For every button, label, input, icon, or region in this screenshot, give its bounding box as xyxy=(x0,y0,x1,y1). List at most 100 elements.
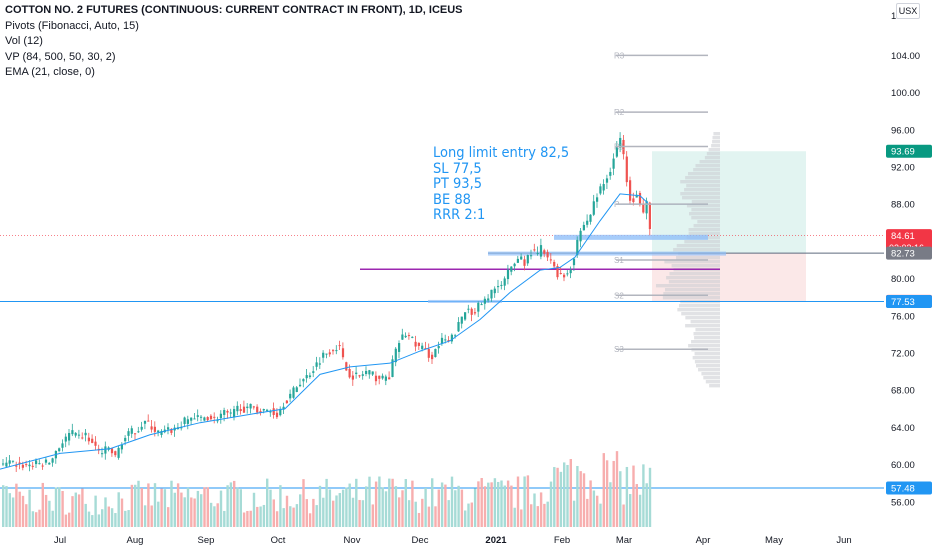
volume-bar xyxy=(384,491,388,527)
volume-bar xyxy=(242,512,246,527)
price-candle xyxy=(292,387,295,398)
price-candle xyxy=(266,409,269,411)
volume-bar xyxy=(87,511,91,527)
trade-annotation[interactable]: Long limit entry 82,5 SL 77,5 PT 93,5 BE… xyxy=(433,145,569,224)
price-candle xyxy=(193,418,196,420)
y-tick-label: 96.00 xyxy=(891,125,915,136)
volume-bar xyxy=(374,481,378,527)
price-candle xyxy=(338,345,341,347)
volume-profile-bar xyxy=(682,196,720,200)
volume-bar xyxy=(414,501,417,527)
price-candle xyxy=(44,459,48,463)
volume-profile-bar xyxy=(676,244,720,248)
volume-bar xyxy=(371,504,374,527)
volume-bar xyxy=(444,484,447,527)
volume-bar xyxy=(407,500,411,527)
price-candle xyxy=(239,409,242,412)
volume-profile-bar xyxy=(695,164,720,168)
price-candle xyxy=(256,406,259,413)
volume-bar xyxy=(120,498,124,527)
currency-unit-button[interactable]: USX xyxy=(896,3,920,19)
price-candle xyxy=(520,256,523,260)
volume-bar xyxy=(64,514,68,527)
price-candle xyxy=(31,465,34,467)
volume-bar xyxy=(539,492,543,527)
pivot-label-s3: S3 xyxy=(614,345,624,354)
volume-bar xyxy=(163,489,167,527)
volume-bar xyxy=(295,504,299,527)
price-candle xyxy=(104,446,107,454)
range-highlight xyxy=(554,234,708,240)
volume-bar xyxy=(325,478,328,527)
price-candle xyxy=(368,370,371,375)
volume-profile-bar xyxy=(695,364,720,368)
volume-bar xyxy=(473,488,477,527)
range-highlight xyxy=(428,299,502,303)
price-candle xyxy=(186,419,189,424)
price-candle xyxy=(335,350,338,352)
volume-bar xyxy=(625,466,629,527)
price-candle xyxy=(381,375,384,379)
price-candle xyxy=(619,137,622,148)
price-candle xyxy=(576,239,579,255)
indicator-volume[interactable]: Vol (12) xyxy=(5,35,43,47)
volume-bar xyxy=(582,473,586,527)
price-candle xyxy=(216,420,219,422)
price-candle xyxy=(530,255,533,257)
price-candle xyxy=(282,406,285,410)
price-candle xyxy=(275,412,279,418)
volume-bar xyxy=(94,495,97,527)
volume-bar xyxy=(107,506,110,527)
volume-bar xyxy=(592,490,596,527)
volume-bar xyxy=(609,482,612,527)
indicator-ema[interactable]: EMA (21, close, 0) xyxy=(5,66,95,78)
volume-bar xyxy=(345,487,348,527)
volume-bar xyxy=(503,485,506,527)
volume-bar xyxy=(223,510,226,527)
volume-bar xyxy=(282,508,285,527)
volume-bar xyxy=(252,492,256,527)
volume-bar xyxy=(167,507,170,527)
price-candle xyxy=(348,368,351,378)
volume-bar xyxy=(401,490,404,527)
volume-bar xyxy=(553,467,556,527)
volume-bar xyxy=(467,503,470,527)
price-candle xyxy=(61,443,64,448)
volume-bar xyxy=(285,495,289,527)
price-candle xyxy=(351,375,354,380)
price-candle xyxy=(457,322,460,332)
price-candle xyxy=(487,298,490,301)
price-candle xyxy=(569,269,572,274)
volume-profile-bar xyxy=(706,152,720,156)
volume-bar xyxy=(77,494,81,527)
x-tick-label: Dec xyxy=(412,535,429,546)
volume-profile-bar xyxy=(688,232,720,236)
price-candle xyxy=(48,462,51,465)
price-candle xyxy=(473,312,477,314)
price-candle xyxy=(401,334,404,340)
symbol-title[interactable]: COTTON NO. 2 FUTURES (CONTINUOUS: CURREN… xyxy=(5,4,463,16)
price-candle xyxy=(638,192,642,205)
price-candle xyxy=(269,411,272,413)
indicator-pivots[interactable]: Pivots (Fibonacci, Auto, 15) xyxy=(5,19,139,32)
volume-bar xyxy=(54,487,58,527)
price-candle xyxy=(503,278,506,286)
price-candle xyxy=(101,453,104,455)
price-candle xyxy=(605,178,609,183)
price-candle xyxy=(365,370,368,375)
price-candle xyxy=(635,194,638,198)
volume-profile-bar xyxy=(692,356,720,360)
volume-bar xyxy=(642,464,645,527)
y-tick-label: 100.00 xyxy=(891,88,920,99)
price-candle xyxy=(226,410,229,413)
price-candle xyxy=(602,184,605,191)
volume-bar xyxy=(48,500,51,527)
price-candle xyxy=(28,464,31,467)
volume-profile-bar xyxy=(677,308,720,312)
volume-bar xyxy=(101,509,104,527)
volume-bar xyxy=(332,500,335,527)
price-candle xyxy=(71,430,74,435)
indicator-volume-profile[interactable]: VP (84, 500, 50, 30, 2) xyxy=(5,50,116,63)
volume-bar xyxy=(338,493,341,527)
